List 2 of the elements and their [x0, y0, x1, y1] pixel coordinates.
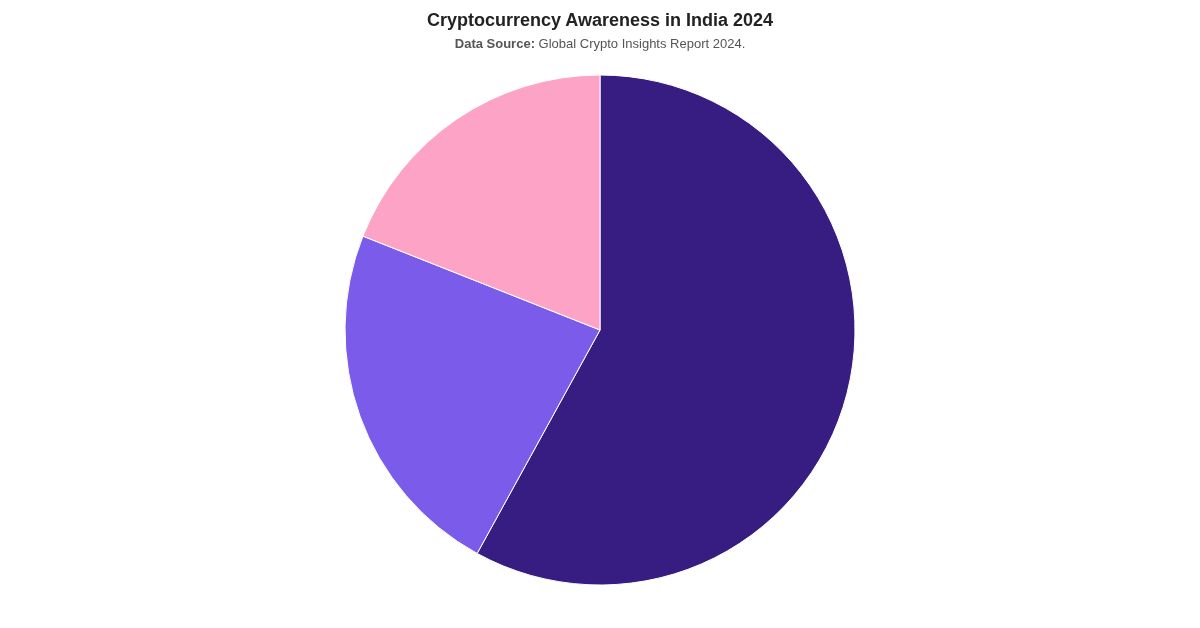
chart-title: Cryptocurrency Awareness in India 2024 [426, 10, 774, 30]
chart-subtitle: Data Source: Global Crypto Insights Report 2024. [454, 36, 746, 51]
